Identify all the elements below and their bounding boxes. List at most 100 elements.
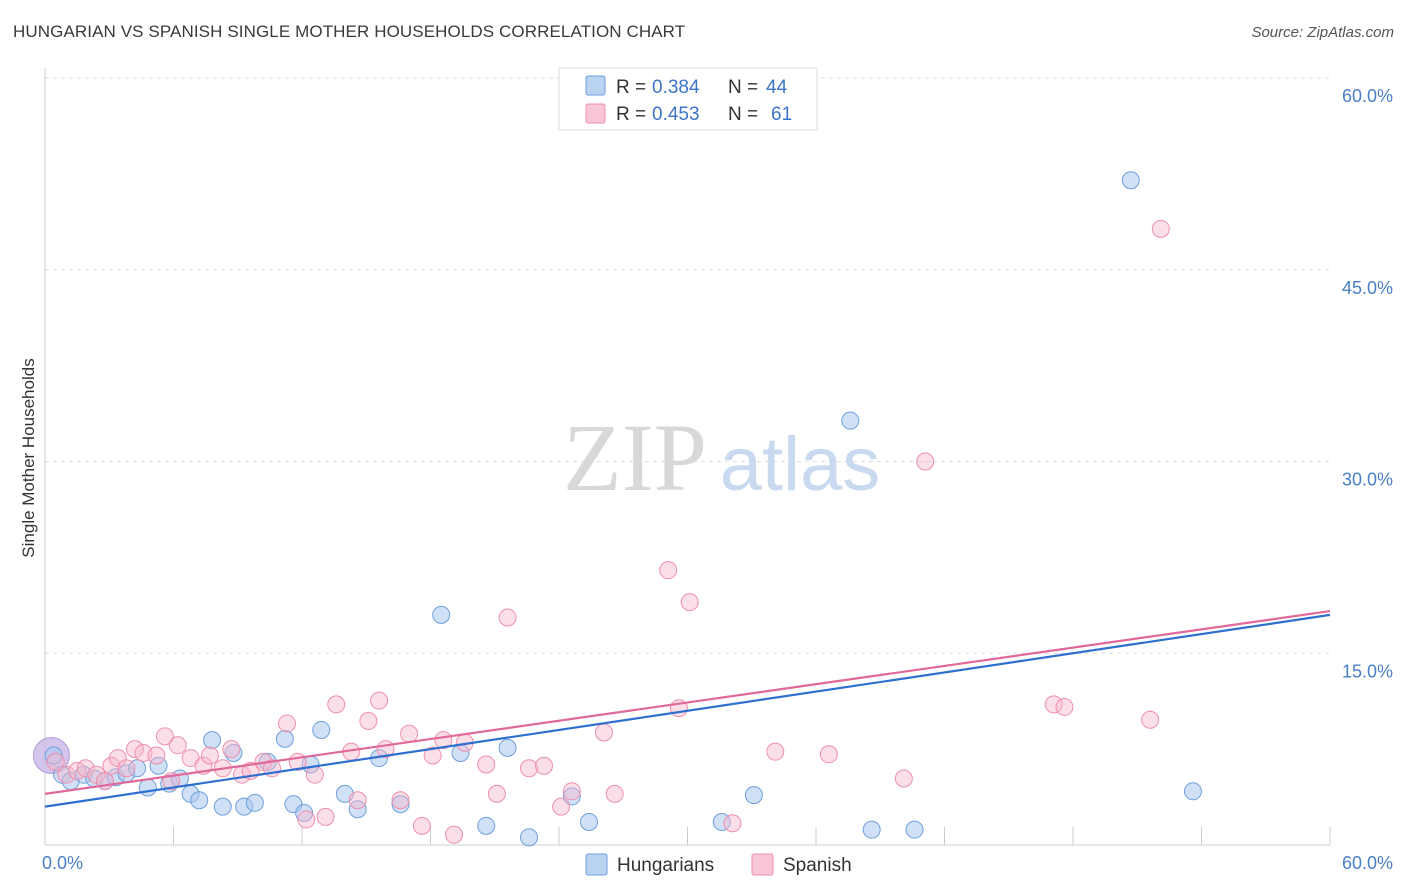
chart-title: HUNGARIAN VS SPANISH SINGLE MOTHER HOUSE… — [13, 22, 686, 41]
point-spanish-47 — [552, 797, 571, 816]
point-spanish-33 — [370, 691, 389, 710]
point-spanish-28 — [316, 807, 335, 826]
point-hungarians-14 — [190, 791, 209, 810]
point-hungarians-36 — [579, 812, 598, 831]
point-spanish-29 — [327, 695, 346, 714]
watermark-atlas: atlas — [720, 422, 881, 507]
point-hungarians-25 — [312, 720, 331, 739]
point-hungarians-23 — [295, 804, 314, 823]
point-hungarians-21 — [275, 729, 294, 748]
y-tick-labels: 15.0% 30.0% 45.0% 60.0% — [1342, 86, 1393, 681]
point-spanish-14 — [168, 736, 187, 755]
point-hungarians-34 — [520, 828, 539, 847]
bottom-legend-swatch-hungarians — [585, 853, 608, 876]
y-tick-label-2: 45.0% — [1342, 278, 1393, 298]
watermark: ZIP atlas — [563, 404, 880, 511]
bottom-legend-label-hungarians: Hungarians — [617, 855, 714, 876]
trend-lines — [44, 609, 1331, 808]
point-hungarians-43 — [1183, 782, 1202, 801]
trend-line-hungarians — [44, 613, 1331, 808]
point-spanish-57 — [894, 769, 913, 788]
point-spanish-37 — [412, 816, 431, 835]
legend-swatch-hungarians — [585, 75, 606, 96]
series-spanish-points — [46, 219, 1170, 844]
point-hungarians-33 — [498, 738, 517, 757]
point-hungarians-0 — [44, 746, 63, 765]
bottom-legend-label-spanish: Spanish — [783, 855, 852, 876]
point-spanish-62 — [1151, 219, 1170, 238]
point-spanish-51 — [659, 561, 678, 580]
point-spanish-19 — [222, 740, 241, 759]
point-hungarians-40 — [862, 820, 881, 839]
point-spanish-61 — [1141, 710, 1160, 729]
point-spanish-40 — [445, 825, 464, 844]
point-hungarians-38 — [744, 786, 763, 805]
point-spanish-31 — [348, 791, 367, 810]
point-spanish-55 — [766, 742, 785, 761]
point-hungarians-29 — [391, 795, 410, 814]
point-spanish-32 — [359, 712, 378, 731]
axes — [44, 68, 1331, 846]
point-spanish-59 — [1044, 695, 1063, 714]
point-spanish-1 — [57, 765, 76, 784]
point-hungarians-8 — [128, 759, 147, 778]
point-spanish-60 — [1055, 697, 1074, 716]
point-hungarians-41 — [905, 820, 924, 839]
point-spanish-53 — [680, 593, 699, 612]
point-hungarians-39 — [841, 411, 860, 430]
grid-lines — [45, 77, 1330, 654]
point-spanish-50 — [605, 784, 624, 803]
y-tick-label-0: 15.0% — [1342, 661, 1393, 681]
legend-r-label-hungarians: R = — [616, 77, 646, 98]
legend: R = 0.384 N = 44 R = 0.453 N = 61 — [558, 67, 818, 131]
point-spanish-0 — [46, 752, 65, 771]
point-spanish-54 — [723, 814, 742, 833]
source-label: Source: ZipAtlas.com — [1251, 24, 1394, 41]
point-spanish-49 — [594, 723, 613, 742]
legend-swatch-spanish — [585, 103, 606, 124]
series-hungarians-points — [32, 171, 1202, 847]
point-spanish-46 — [535, 756, 554, 775]
point-spanish-6 — [102, 756, 121, 775]
point-spanish-9 — [125, 740, 144, 759]
y-tick-label-1: 30.0% — [1342, 470, 1393, 490]
point-spanish-56 — [819, 745, 838, 764]
point-hungarians-15 — [203, 731, 222, 750]
point-spanish-45 — [520, 759, 539, 778]
point-hungarians-16 — [213, 797, 232, 816]
point-spanish-43 — [487, 784, 506, 803]
legend-n-label-hungarians: N = — [728, 77, 758, 98]
point-spanish-36 — [400, 724, 419, 743]
point-spanish-11 — [147, 746, 166, 765]
legend-n-value-hungarians: 44 — [766, 77, 788, 98]
point-hungarians-19 — [245, 793, 264, 812]
point-spanish-12 — [155, 727, 174, 746]
legend-r-label-spanish: R = — [616, 104, 646, 125]
watermark-zip: ZIP — [563, 404, 707, 511]
point-spanish-48 — [562, 782, 581, 801]
point-spanish-3 — [76, 759, 95, 778]
legend-r-value-spanish: 0.453 — [652, 104, 700, 125]
legend-n-label-spanish: N = — [728, 104, 758, 125]
point-spanish-42 — [477, 755, 496, 774]
point-spanish-38 — [423, 746, 442, 765]
point-spanish-35 — [391, 791, 410, 810]
point-spanish-27 — [305, 765, 324, 784]
legend-r-value-hungarians: 0.384 — [652, 77, 700, 98]
point-spanish-17 — [200, 746, 219, 765]
point-spanish-24 — [278, 714, 297, 733]
legend-n-value-spanish: 61 — [771, 104, 792, 125]
x-tick-label-1: 60.0% — [1342, 853, 1393, 873]
point-hungarians-32 — [477, 816, 496, 835]
point-spanish-44 — [498, 608, 517, 627]
x-tick-label-0: 0.0% — [42, 853, 83, 873]
trend-line-spanish — [44, 609, 1331, 795]
point-hungarians-30 — [432, 605, 451, 624]
point-spanish-8 — [117, 759, 136, 778]
point-spanish-58 — [916, 452, 935, 471]
bottom-legend-swatch-spanish — [751, 853, 774, 876]
point-hungarians-9 — [138, 778, 157, 797]
x-tick-labels: 0.0% 60.0% — [42, 853, 1393, 873]
y-axis-label: Single Mother Households — [19, 358, 38, 557]
